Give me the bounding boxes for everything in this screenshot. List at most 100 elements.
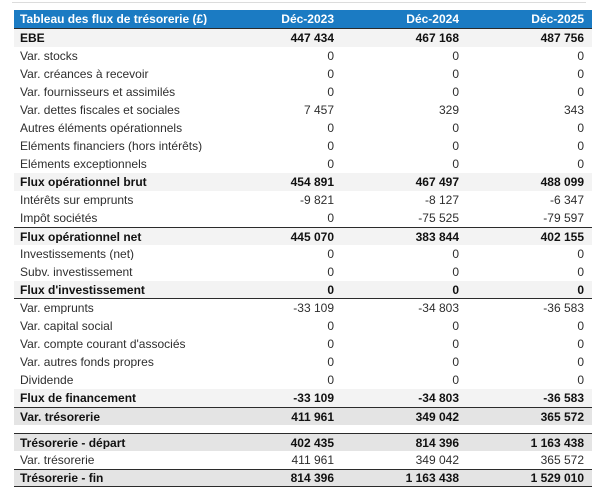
cell-value-dec-2024: 1 163 438: [405, 471, 459, 485]
cell-value-dec-2024: 0: [452, 337, 459, 351]
column-header-dec-2023: Déc-2023: [281, 12, 334, 26]
table-row: Var. capital social 0 0 0: [14, 317, 592, 335]
table-row: Eléments exceptionnels 0 0 0: [14, 155, 592, 173]
cell-value-dec-2023: 0: [327, 282, 334, 297]
cell-value-dec-2023: 0: [327, 319, 334, 333]
cell-value-dec-2024: 0: [452, 265, 459, 279]
cell-value-dec-2023: 411 961: [291, 409, 334, 424]
cell-value-dec-2025: 0: [577, 139, 584, 153]
table-row: Var. trésorerie 411 961 349 042 365 572: [14, 451, 592, 469]
cell-value-dec-2024: 0: [452, 373, 459, 387]
row-label: Intérêts sur emprunts: [20, 194, 134, 206]
cell-value-dec-2023: 0: [327, 121, 334, 135]
row-label: Var. autres fonds propres: [20, 356, 154, 368]
row-label: Eléments exceptionnels: [20, 158, 147, 170]
table-row: Subv. investissement 0 0 0: [14, 263, 592, 281]
table-row: Var. emprunts -33 109 -34 803 -36 583: [14, 299, 592, 317]
cell-value-dec-2023: 454 891: [290, 175, 334, 189]
cell-value-dec-2023: -9 821: [299, 193, 334, 207]
top-divider: [12, 2, 586, 3]
row-label: EBE: [20, 32, 45, 44]
table-row: Trésorerie - fin 814 396 1 163 438 1 529…: [14, 469, 592, 487]
cell-value-dec-2025: 1 529 010: [530, 471, 584, 485]
cell-value-dec-2025: 365 572: [540, 409, 584, 424]
row-label: Var. dettes fiscales et sociales: [20, 104, 180, 116]
row-label: Eléments financiers (hors intérêts): [20, 140, 203, 152]
cell-value-dec-2025: 0: [577, 49, 584, 63]
table-row: Trésorerie - départ 402 435 814 396 1 16…: [14, 433, 592, 451]
row-label: Impôt sociétés: [20, 212, 98, 224]
cell-value-dec-2024: 349 042: [415, 453, 459, 467]
cell-value-dec-2023: 0: [327, 265, 334, 279]
cell-value-dec-2024: 0: [452, 121, 459, 135]
cell-value-dec-2025: 343: [563, 103, 584, 117]
row-label: Var. emprunts: [20, 302, 94, 314]
cell-value-dec-2023: 0: [327, 355, 334, 369]
cell-value-dec-2025: 0: [577, 373, 584, 387]
cell-value-dec-2023: 0: [327, 211, 334, 225]
cell-value-dec-2023: -33 109: [293, 301, 334, 315]
table-row: EBE 447 434 467 168 487 756: [14, 29, 592, 47]
row-label: Flux de financement: [20, 392, 137, 404]
cell-value-dec-2025: 0: [577, 157, 584, 171]
cell-value-dec-2023: 402 435: [290, 435, 334, 450]
table-row: Flux d'investissement 0 0 0: [14, 281, 592, 299]
cell-value-dec-2024: 383 844: [415, 229, 459, 244]
cell-value-dec-2024: 349 042: [415, 409, 459, 424]
table-row: Var. compte courant d'associés 0 0 0: [14, 335, 592, 353]
cell-value-dec-2025: 487 756: [540, 31, 584, 45]
cell-value-dec-2025: -6 347: [549, 193, 584, 207]
row-label: Var. trésorerie: [20, 454, 95, 466]
row-label: Var. créances à recevoir: [20, 68, 149, 80]
table-row: Intérêts sur emprunts -9 821 -8 127 -6 3…: [14, 191, 592, 209]
cell-value-dec-2023: 0: [327, 49, 334, 63]
cell-value-dec-2025: -36 583: [543, 301, 584, 315]
cash-flow-table: Tableau des flux de trésorerie (£) Déc-2…: [14, 10, 592, 487]
table-row: Autres éléments opérationnels 0 0 0: [14, 119, 592, 137]
table-row: Flux opérationnel net 445 070 383 844 40…: [14, 227, 592, 245]
cell-value-dec-2024: 0: [452, 67, 459, 81]
table-row: Flux de financement -33 109 -34 803 -36 …: [14, 389, 592, 407]
cell-value-dec-2024: -8 127: [424, 193, 459, 207]
cell-value-dec-2024: 0: [452, 319, 459, 333]
cell-value-dec-2025: 0: [577, 67, 584, 81]
cell-value-dec-2023: 0: [327, 157, 334, 171]
cell-value-dec-2024: -34 803: [418, 391, 459, 405]
table-title: Tableau des flux de trésorerie (£): [20, 13, 208, 25]
table-row: Var. fournisseurs et assimilés 0 0 0: [14, 83, 592, 101]
table-row: Dividende 0 0 0: [14, 371, 592, 389]
table-row: Investissements (net) 0 0 0: [14, 245, 592, 263]
cell-value-dec-2025: 1 163 438: [530, 435, 584, 450]
table-body: EBE 447 434 467 168 487 756 Var. stocks …: [14, 29, 592, 487]
table-row: Var. trésorerie 411 961 349 042 365 572: [14, 407, 592, 425]
cell-value-dec-2025: 0: [577, 85, 584, 99]
table-row: Eléments financiers (hors intérêts) 0 0 …: [14, 137, 592, 155]
section-spacer: [14, 425, 592, 433]
table-row: Var. autres fonds propres 0 0 0: [14, 353, 592, 371]
row-label: Flux opérationnel brut: [20, 176, 147, 188]
cell-value-dec-2023: 0: [327, 139, 334, 153]
row-label: Var. fournisseurs et assimilés: [20, 86, 176, 98]
row-label: Investissements (net): [20, 248, 135, 260]
table-row: Flux opérationnel brut 454 891 467 497 4…: [14, 173, 592, 191]
table-row: Var. stocks 0 0 0: [14, 47, 592, 65]
cell-value-dec-2024: 0: [452, 157, 459, 171]
row-label: Var. trésorerie: [20, 410, 101, 423]
cell-value-dec-2025: 0: [577, 319, 584, 333]
cell-value-dec-2025: 0: [577, 355, 584, 369]
row-label: Flux d'investissement: [20, 283, 145, 296]
cell-value-dec-2025: 0: [577, 121, 584, 135]
cell-value-dec-2025: 0: [577, 282, 584, 297]
cell-value-dec-2023: 411 961: [291, 453, 335, 467]
cell-value-dec-2023: 814 396: [290, 471, 334, 485]
cell-value-dec-2023: 0: [327, 337, 334, 351]
cell-value-dec-2024: 0: [452, 49, 459, 63]
table-row: Impôt sociétés 0 -75 525 -79 597: [14, 209, 592, 227]
cell-value-dec-2025: -79 597: [543, 211, 584, 225]
table-row: Var. dettes fiscales et sociales 7 457 3…: [14, 101, 592, 119]
cell-value-dec-2025: 402 155: [540, 229, 584, 244]
cell-value-dec-2023: 7 457: [303, 103, 334, 117]
cell-value-dec-2024: 0: [452, 247, 459, 261]
cell-value-dec-2024: 0: [452, 355, 459, 369]
